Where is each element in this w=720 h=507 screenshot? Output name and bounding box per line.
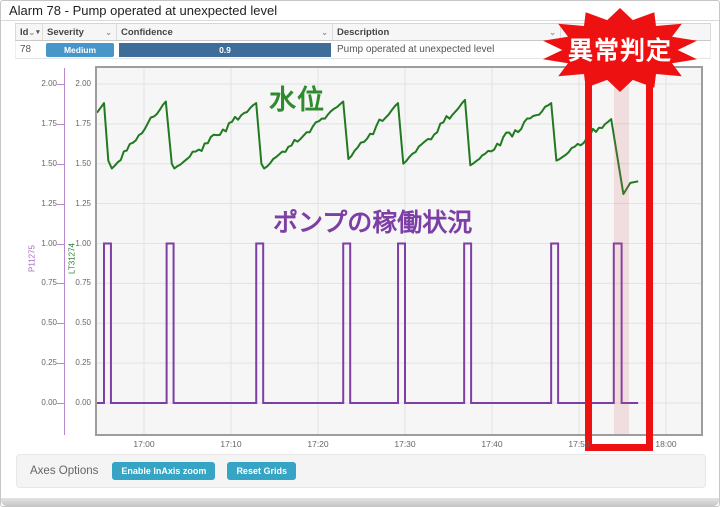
y-tick-label-p11275: 0.50	[41, 318, 57, 328]
column-header-severity[interactable]: Severity ⌄	[43, 24, 117, 40]
column-header-id-label: Id	[20, 26, 29, 38]
chevron-down-icon[interactable]: ⌄	[28, 27, 36, 37]
x-tick-label: 17:50	[568, 439, 590, 449]
y-tick-label-lt31274: 0.50	[75, 318, 91, 328]
y-tick-mark	[57, 363, 64, 365]
y-tick-label-lt31274: 1.75	[75, 118, 91, 128]
cell-severity: Medium	[43, 42, 117, 57]
x-tick-label: 17:20	[307, 439, 329, 449]
y-tick-label-p11275: 1.25	[41, 198, 57, 208]
column-header-confidence-label: Confidence	[121, 26, 173, 38]
enable-inaxis-zoom-button[interactable]: Enable InAxis zoom	[112, 462, 216, 480]
page-title: Alarm 78 - Pump operated at unexpected l…	[9, 3, 278, 18]
y-tick-mark	[57, 243, 64, 245]
anomaly-highlight-band	[613, 68, 630, 434]
x-tick-label: 18:00	[655, 439, 677, 449]
x-tick-label: 17:10	[220, 439, 242, 449]
window-bottom-edge	[1, 498, 719, 506]
reset-grids-button[interactable]: Reset Grids	[227, 462, 296, 480]
y-tick-mark	[57, 203, 64, 205]
cell-description: Pump operated at unexpected level	[337, 44, 495, 55]
y-tick-label-p11275: 1.75	[41, 118, 57, 128]
y-tick-label-p11275: 0.25	[41, 358, 57, 368]
axes-options-bar: Axes Options Enable InAxis zoom Reset Gr…	[16, 454, 706, 488]
x-tick-label: 17:30	[394, 439, 416, 449]
y-tick-label-lt31274: 1.50	[75, 158, 91, 168]
pump-status-annotation: ポンプの稼働状況	[273, 209, 473, 237]
x-tick-label: 17:00	[133, 439, 155, 449]
anomaly-badge-label: 異常判定	[567, 37, 672, 65]
pump-status-series	[97, 242, 639, 404]
column-header-confidence[interactable]: Confidence ⌄	[117, 24, 333, 40]
axes-options-label: Axes Options	[30, 465, 99, 477]
y-tick-label-lt31274: 0.00	[75, 398, 91, 407]
chevron-down-icon[interactable]: ⌄	[549, 27, 556, 37]
y-tick-label-p11275: 1.00	[41, 238, 57, 248]
y-tick-label-lt31274: 1.00	[75, 238, 91, 248]
alarm-table: Id ⌄ ▾ Severity ⌄ Confidence ⌄ Descripti…	[15, 23, 711, 59]
column-header-description[interactable]: Description ⌄	[333, 24, 561, 40]
y-tick-label-lt31274: 2.00	[75, 79, 91, 88]
anomaly-red-rectangle	[585, 59, 653, 451]
chevron-down-icon[interactable]: ⌄	[105, 27, 112, 37]
y-tick-label-lt31274: 0.75	[75, 278, 91, 288]
y-tick-label-p11275: 0.00	[41, 398, 57, 407]
column-header-id[interactable]: Id ⌄ ▾	[16, 24, 43, 40]
trend-chart-svg	[96, 68, 701, 434]
y-tick-mark	[57, 123, 64, 125]
y-tick-mark	[57, 283, 64, 285]
y-tick-mark	[57, 163, 64, 165]
y-tick-label-p11275: 1.50	[41, 158, 57, 168]
y-tick-label-p11275: 2.00	[41, 79, 57, 88]
x-tick-label: 17:40	[481, 439, 503, 449]
confidence-bar: 0.9	[119, 42, 331, 57]
y-tick-label-lt31274: 1.25	[75, 198, 91, 208]
title-bar: Alarm 78 - Pump operated at unexpected l…	[1, 1, 719, 21]
cell-confidence: 0.9	[117, 42, 333, 57]
column-header-severity-label: Severity	[47, 26, 84, 38]
starburst-icon	[543, 8, 697, 92]
cell-id: 78	[20, 44, 32, 55]
water-level-annotation: 水位	[269, 85, 325, 115]
trend-chart-plot-area[interactable]	[95, 66, 703, 436]
column-header-description-label: Description	[337, 26, 390, 38]
severity-badge: Medium	[46, 42, 114, 57]
sort-desc-icon[interactable]: ▾	[36, 29, 40, 36]
table-header-row: Id ⌄ ▾ Severity ⌄ Confidence ⌄ Descripti…	[15, 23, 711, 41]
table-row[interactable]: 78 Medium 0.9 Pump operated at unexpecte…	[15, 41, 711, 59]
anomaly-burst-badge: 異常判定	[538, 5, 702, 93]
chevron-down-icon[interactable]: ⌄	[321, 27, 328, 37]
y-tick-label-p11275: 0.75	[41, 278, 57, 288]
y-tick-mark	[57, 323, 64, 325]
purple-y-axis-line	[64, 68, 65, 435]
y-tick-label-lt31274: 0.25	[75, 358, 91, 368]
water-level-series	[96, 98, 639, 196]
y-tick-mark	[57, 84, 64, 85]
y-tick-mark	[57, 403, 64, 404]
